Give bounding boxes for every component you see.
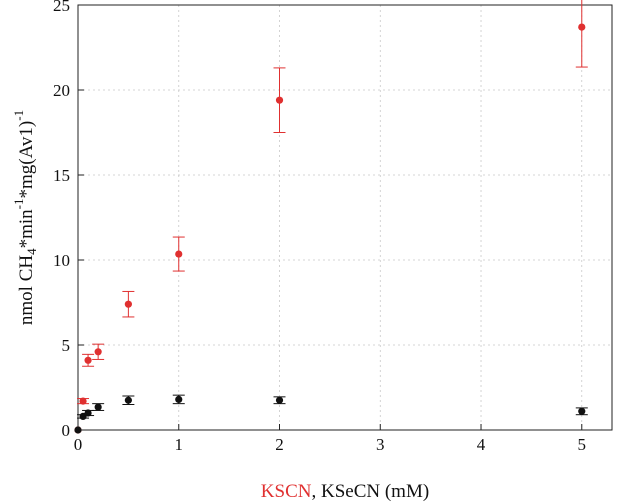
y-axis-title-part: *mg(Av1) bbox=[16, 121, 37, 199]
marks-layer bbox=[74, 0, 588, 434]
y-axis-title-part: -1 bbox=[11, 198, 26, 209]
ticks-layer: 0 1 2 3 4 5 0 5 10 15 20 25 bbox=[53, 0, 586, 454]
y-axis-title-part: 4 bbox=[24, 248, 39, 255]
data-point-s0-2 bbox=[84, 356, 92, 364]
grid-layer bbox=[78, 4, 612, 430]
data-point-s0-5 bbox=[175, 250, 183, 258]
x-axis-title-part: KSCN bbox=[261, 481, 312, 502]
x-tick-label: 4 bbox=[477, 435, 486, 454]
data-point-s0-1 bbox=[79, 397, 87, 405]
data-point-s1-2 bbox=[84, 409, 92, 417]
data-point-s1-0 bbox=[74, 426, 82, 434]
y-tick-label: 0 bbox=[62, 421, 71, 440]
y-tick-label: 15 bbox=[53, 166, 70, 185]
y-axis-title-part: *min bbox=[16, 209, 37, 249]
data-point-s0-4 bbox=[124, 300, 132, 308]
y-axis-title: nmol CH4*min-1*mg(Av1)-1 bbox=[11, 110, 39, 325]
data-point-s1-4 bbox=[124, 396, 132, 404]
x-axis-title: KSCN, KSeCN (mM) bbox=[261, 481, 429, 502]
error-bar bbox=[575, 0, 588, 68]
data-point-s1-7 bbox=[578, 407, 586, 415]
data-point-s1-5 bbox=[175, 395, 183, 403]
data-point-s1-3 bbox=[94, 403, 102, 411]
y-tick-label: 10 bbox=[53, 251, 70, 270]
x-tick-label: 2 bbox=[275, 435, 284, 454]
x-tick-label: 0 bbox=[74, 435, 83, 454]
x-tick-label: 3 bbox=[376, 435, 385, 454]
data-point-s1-6 bbox=[275, 396, 284, 404]
x-axis-title-part: , KSeCN (mM) bbox=[311, 481, 429, 502]
data-point-s0-3 bbox=[94, 348, 102, 356]
plot-frame bbox=[77, 4, 613, 431]
y-axis-title-part: -1 bbox=[11, 110, 26, 121]
y-tick-label: 25 bbox=[53, 0, 70, 15]
data-point-s0-7 bbox=[578, 23, 586, 31]
x-tick-label: 1 bbox=[175, 435, 184, 454]
y-axis-title-part: nmol CH bbox=[16, 255, 37, 325]
data-point-s0-6 bbox=[275, 96, 284, 104]
data-point-s1-1 bbox=[79, 412, 87, 420]
y-tick-label: 5 bbox=[62, 336, 71, 355]
x-tick-label: 5 bbox=[578, 435, 587, 454]
y-tick-label: 20 bbox=[53, 81, 70, 100]
